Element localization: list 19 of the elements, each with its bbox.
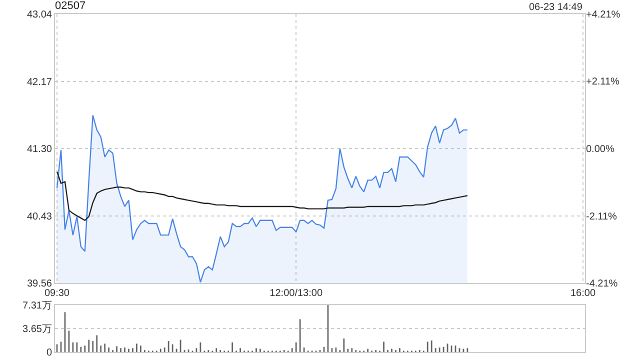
y2-tick-label: +4.21% xyxy=(586,10,620,20)
text: 06-23 14:49 xyxy=(529,2,583,13)
y-tick-label: 41.30 xyxy=(26,144,52,155)
y-tick-label: 43.04 xyxy=(26,10,52,20)
y-tick-label: 40.43 xyxy=(26,211,52,222)
y2-tick-label: -2.11% xyxy=(586,211,618,222)
y-tick-label: 7.31万 xyxy=(22,300,52,312)
x-tick-label: 09:30 xyxy=(44,288,70,299)
y2-tick-label: -4.21% xyxy=(586,278,618,290)
x-tick-label: 16:00 xyxy=(570,288,596,299)
y2-tick-label: +2.11% xyxy=(586,76,620,88)
y-tick-label: 0 xyxy=(46,348,52,358)
line-series xyxy=(56,171,468,221)
y-tick-label: 42.17 xyxy=(26,76,52,88)
x-tick-label: 12:00/13:00 xyxy=(270,288,323,299)
chart-title: 02507 xyxy=(55,0,86,12)
y2-tick-label: 0.00% xyxy=(586,144,614,155)
y-tick-label: 3.65万 xyxy=(22,324,52,336)
y-tick-label: 39.56 xyxy=(26,278,52,290)
